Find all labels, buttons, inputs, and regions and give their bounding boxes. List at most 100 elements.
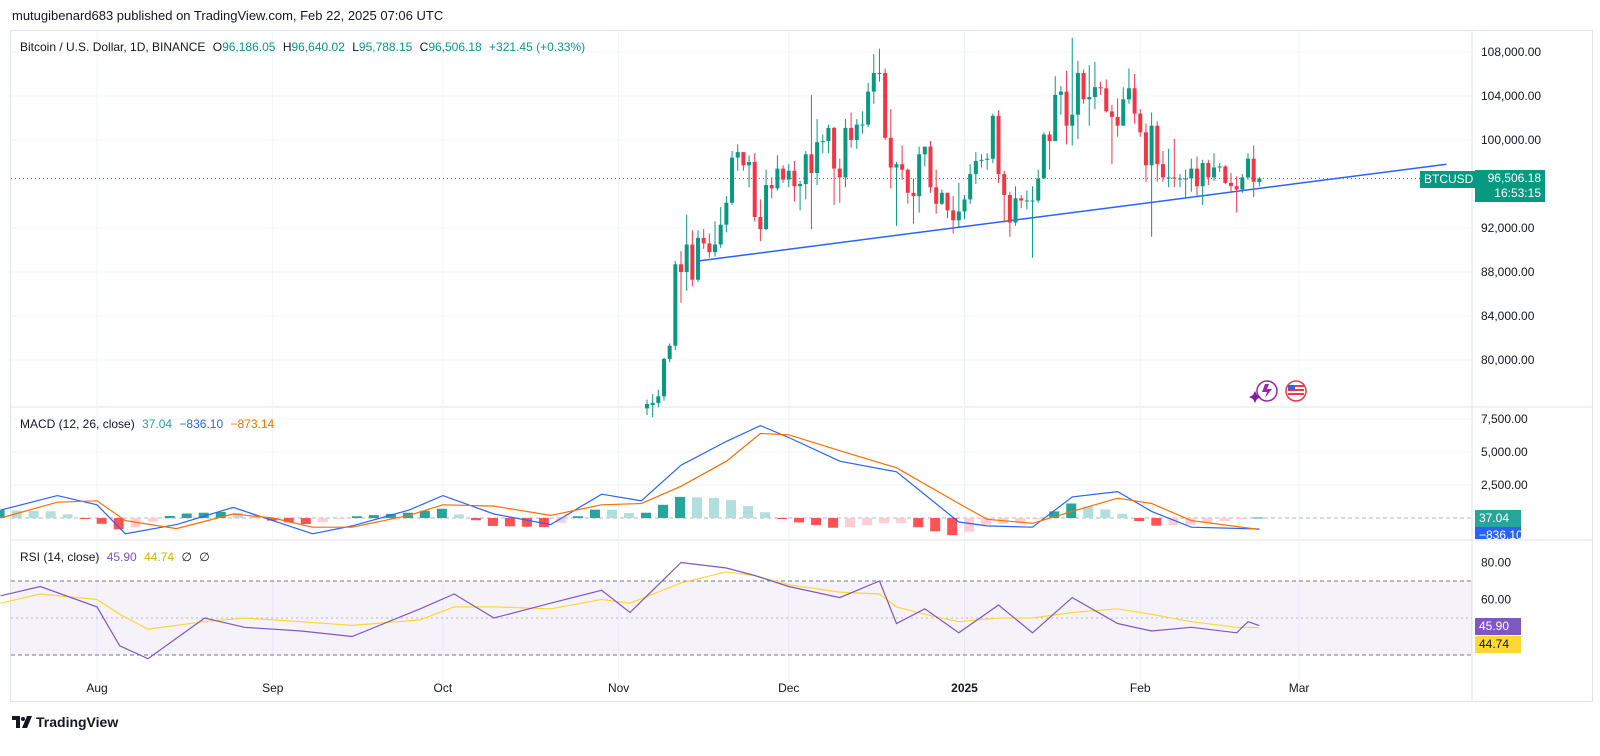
candle bbox=[1070, 114, 1075, 126]
macd-histogram-bar bbox=[487, 518, 498, 526]
candle bbox=[1149, 125, 1154, 166]
rsi-tick-label: 60.00 bbox=[1481, 593, 1511, 607]
candle bbox=[781, 168, 786, 180]
macd-histogram-bar bbox=[181, 513, 192, 518]
us-flag-icon[interactable] bbox=[1285, 380, 1307, 402]
macd-histogram-bar bbox=[1083, 506, 1094, 518]
rsi-ma-line bbox=[0, 571, 1260, 630]
y-tick-label: 84,000.00 bbox=[1481, 309, 1535, 323]
macd-histogram-bar bbox=[862, 518, 873, 526]
rsi-na-2: ∅ bbox=[199, 550, 210, 564]
macd-histogram-bar bbox=[368, 515, 379, 518]
candle bbox=[1030, 200, 1035, 202]
macd-histogram-bar bbox=[113, 518, 124, 530]
candle bbox=[1007, 195, 1012, 223]
candle bbox=[1002, 174, 1007, 195]
macd-histogram-bar bbox=[964, 518, 975, 532]
candle bbox=[1200, 163, 1205, 187]
macd-histogram-bar bbox=[164, 515, 175, 518]
macd-histogram-bar bbox=[658, 504, 668, 518]
candle bbox=[1138, 113, 1143, 133]
macd-histogram-bar bbox=[45, 511, 56, 518]
candle bbox=[1041, 134, 1046, 179]
rsi-title[interactable]: RSI (14, close) bbox=[20, 550, 100, 564]
macd-histogram-bar bbox=[1253, 517, 1264, 519]
macd-histogram-bar bbox=[266, 518, 277, 521]
candle bbox=[1229, 182, 1233, 187]
candle bbox=[905, 169, 910, 193]
macd-title[interactable]: MACD (12, 26, close) bbox=[20, 417, 135, 431]
change-label: +321.45 (+0.33%) bbox=[489, 40, 586, 54]
symbol-label[interactable]: Bitcoin / U.S. Dollar, 1D, BINANCE bbox=[20, 40, 206, 54]
spark-icon[interactable] bbox=[1249, 380, 1278, 403]
candle bbox=[786, 170, 791, 180]
candle bbox=[684, 244, 689, 272]
price-tag-countdown: 16:53:15 bbox=[1494, 186, 1541, 200]
candle bbox=[1160, 164, 1165, 178]
macd-histogram-bar bbox=[913, 518, 924, 528]
candle bbox=[877, 72, 882, 74]
candle bbox=[832, 127, 837, 169]
candle bbox=[1206, 163, 1211, 178]
x-tick-label: Sep bbox=[262, 681, 284, 695]
y-tick-label: 80,000.00 bbox=[1481, 353, 1535, 367]
candle bbox=[650, 402, 655, 406]
macd-histogram-bar bbox=[709, 497, 720, 518]
open-label: O96,186.05 bbox=[212, 40, 276, 54]
candle bbox=[1098, 87, 1103, 89]
x-tick-label: Oct bbox=[434, 681, 453, 695]
candle bbox=[871, 72, 876, 92]
x-tick-label: Aug bbox=[86, 681, 107, 695]
candle bbox=[1024, 200, 1029, 202]
macd-hist-value: 37.04 bbox=[142, 417, 173, 431]
axis-labels: Aug Sep Oct Nov Dec 2025 Feb Mar 108,000.00 104,0… bbox=[86, 45, 1541, 695]
macd-histogram-bar bbox=[947, 518, 958, 536]
candle bbox=[809, 154, 814, 173]
candle bbox=[667, 345, 672, 359]
candle bbox=[922, 146, 927, 155]
macd-histogram-bar bbox=[1117, 513, 1128, 518]
macd-histogram-bar bbox=[334, 518, 345, 519]
candle bbox=[956, 211, 961, 221]
grid-lines bbox=[11, 31, 1592, 702]
candle bbox=[764, 185, 769, 230]
macd-histogram-bar bbox=[436, 508, 447, 518]
chart-frame bbox=[10, 30, 1593, 702]
macd-histogram-bar bbox=[1202, 518, 1213, 523]
macd-histogram-bar bbox=[317, 518, 328, 523]
candle bbox=[849, 127, 854, 140]
x-tick-label: Dec bbox=[778, 681, 799, 695]
y-tick-label: 92,000.00 bbox=[1481, 221, 1535, 235]
tradingview-icon bbox=[12, 716, 32, 728]
rsi-value: 45.90 bbox=[106, 550, 137, 564]
candle bbox=[1234, 186, 1239, 190]
candle bbox=[752, 162, 757, 217]
candle bbox=[1126, 88, 1131, 100]
macd-tick-label: 2,500.00 bbox=[1481, 478, 1528, 492]
macd-histogram-bar bbox=[1015, 518, 1026, 523]
macd-histogram-bar bbox=[981, 518, 992, 525]
y-tick-label: 108,000.00 bbox=[1481, 45, 1541, 59]
candle bbox=[1081, 72, 1086, 100]
macd-hist-tag: 37.04 bbox=[1475, 510, 1521, 527]
macd-line-tag: −836.10 bbox=[1475, 527, 1521, 539]
tradingview-logo[interactable]: TradingView bbox=[12, 714, 118, 730]
macd-histogram-bar bbox=[794, 518, 805, 523]
candle bbox=[1189, 168, 1194, 179]
candle bbox=[1240, 177, 1245, 190]
macd-histogram-bar bbox=[11, 510, 22, 518]
price-tag-price: 96,506.18 bbox=[1487, 171, 1541, 185]
macd-signal-value: −873.14 bbox=[230, 417, 275, 431]
candle bbox=[1217, 166, 1222, 168]
high-label: H96,640.02 bbox=[282, 40, 345, 54]
macd-histogram-bar bbox=[1236, 518, 1247, 520]
macd-histogram-bar bbox=[760, 512, 771, 518]
candle bbox=[1194, 168, 1199, 187]
candle bbox=[996, 115, 1001, 175]
candle bbox=[662, 358, 666, 397]
rsi-layer bbox=[0, 561, 1260, 660]
macd-line bbox=[0, 424, 1260, 535]
candle bbox=[775, 168, 780, 189]
candles-layer bbox=[644, 37, 1262, 418]
